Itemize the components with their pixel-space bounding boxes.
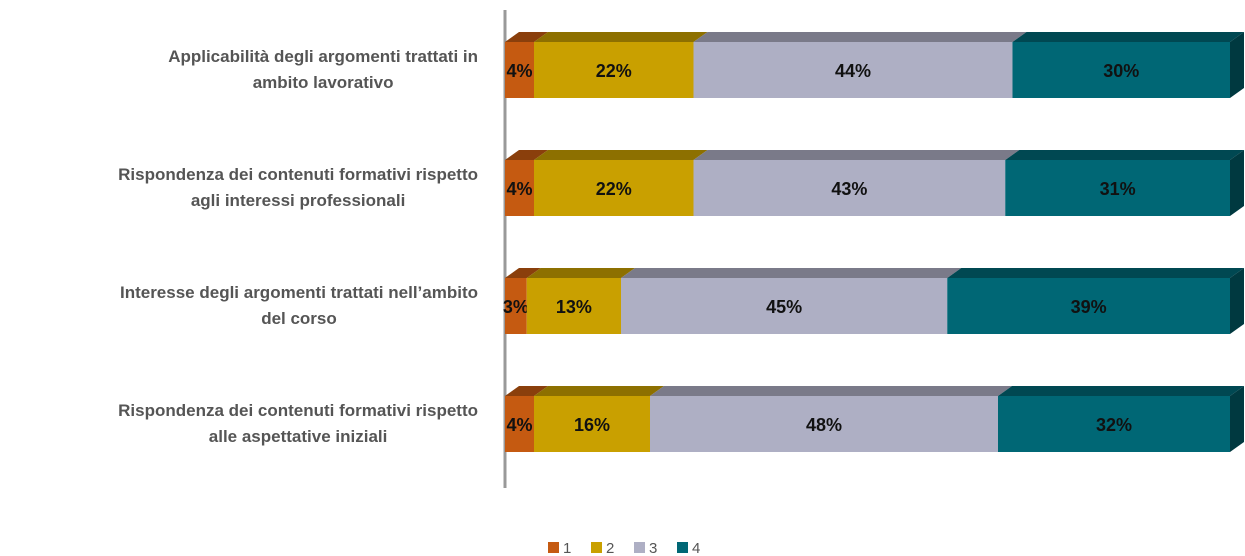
bar-top [534, 32, 708, 42]
legend-swatch [591, 542, 602, 553]
legend-swatch [548, 542, 559, 553]
bar-segment [534, 160, 694, 216]
bar-segment [693, 160, 1006, 216]
category-label: Interesse degli argomenti trattati nell’… [119, 283, 478, 328]
value-label: 16% [574, 415, 610, 435]
legend-label: 1 [563, 540, 571, 556]
legend-swatch [677, 542, 688, 553]
bar-top [947, 268, 1244, 278]
bar-segment [505, 278, 527, 334]
bar-segment [505, 396, 534, 452]
bar-segment [534, 42, 694, 98]
value-label: 30% [1103, 61, 1139, 81]
bar-segment [1012, 42, 1230, 98]
value-label: 3% [503, 297, 529, 317]
bar-side [1230, 268, 1244, 334]
value-label: 43% [831, 179, 867, 199]
bar-segment [650, 396, 998, 452]
bar-top [526, 268, 635, 278]
category-label: Rispondenza dei contenuti formativi risp… [118, 165, 478, 210]
value-label: 4% [506, 415, 532, 435]
bar-top [505, 386, 548, 396]
legend-label: 3 [649, 540, 657, 556]
category-label: Rispondenza dei contenuti formativi risp… [118, 401, 478, 446]
value-label: 13% [556, 297, 592, 317]
value-label: 22% [596, 179, 632, 199]
bar-side [1230, 32, 1244, 98]
bar-top [998, 386, 1244, 396]
value-label: 45% [766, 297, 802, 317]
bar-segment [693, 42, 1013, 98]
bar-top [505, 32, 548, 42]
bar-top [693, 150, 1020, 160]
bar-segment [947, 278, 1230, 334]
bar-segment [505, 160, 534, 216]
bar-side [1230, 150, 1244, 216]
value-label: 44% [835, 61, 871, 81]
value-label: 39% [1071, 297, 1107, 317]
bar-top [621, 268, 962, 278]
bar-segment [526, 278, 621, 334]
category-label: Applicabilità degli argomenti trattati i… [168, 47, 478, 92]
bar-side [1230, 386, 1244, 452]
bar-segment [534, 396, 650, 452]
bar-segment [621, 278, 948, 334]
legend-swatch [634, 542, 645, 553]
bar-top [505, 268, 541, 278]
bar-top [534, 150, 708, 160]
value-label: 31% [1100, 179, 1136, 199]
legend-label: 2 [606, 540, 614, 556]
bar-top [650, 386, 1012, 396]
bar-top [1012, 32, 1244, 42]
bar-top [1005, 150, 1244, 160]
bar-segment [1005, 160, 1230, 216]
value-label: 48% [806, 415, 842, 435]
bar-top [693, 32, 1027, 42]
legend-label: 4 [692, 540, 700, 556]
bar-segment [505, 42, 534, 98]
bar-top [534, 386, 664, 396]
value-label: 4% [506, 179, 532, 199]
bar-top [505, 150, 548, 160]
value-label: 22% [596, 61, 632, 81]
value-label: 32% [1096, 415, 1132, 435]
bar-segment [998, 396, 1230, 452]
value-label: 4% [506, 61, 532, 81]
